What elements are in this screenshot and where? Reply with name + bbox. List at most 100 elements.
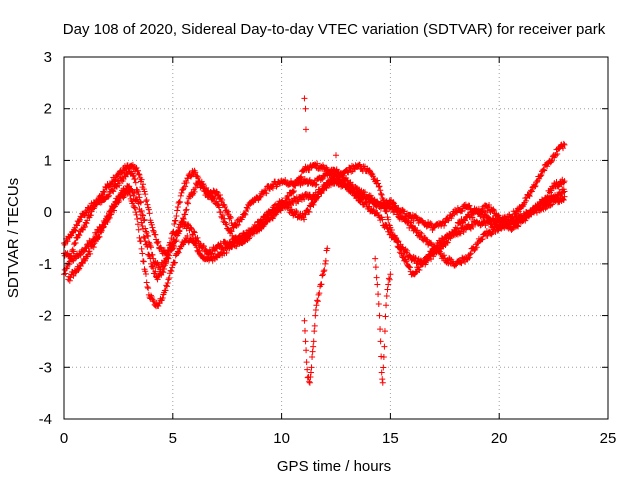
data-point-track-d-2-6 [87,250,94,257]
data-point-dip-2-8-2 [384,286,391,293]
data-point-track-d-12-5 [162,287,169,294]
data-point-track-d-11-4 [155,303,162,310]
data-point-track-d-19-8 [223,249,230,256]
data-point-dip-1-8-1 [311,322,318,329]
data-point-track-a-18-1 [192,169,199,176]
data-point-track-a-35-10 [362,189,369,196]
data-point-track-d-0-2 [66,277,73,284]
data-point-track-b-27-11 [297,174,304,181]
x-tick-label-1: 5 [169,430,177,447]
data-point-track-a-43 [441,219,448,226]
data-point-track-c-34-6 [402,246,409,253]
data-point-track-c-12-2 [171,238,178,245]
data-point-track-d-34-1 [377,187,384,194]
data-point-dip-1-10-2 [314,298,321,305]
data-point-dip-1-12-2 [319,272,326,279]
data-point-dip-2-10 [387,271,394,278]
data-point-track-b-18-10 [211,194,218,201]
data-point-track-d-13-9 [171,259,178,266]
data-point-track-d-35-13 [396,249,403,256]
data-point-track-b-38-11 [417,229,424,236]
data-point-track-d-47-8 [523,214,530,221]
data-point-track-b-43-5 [467,251,474,258]
data-point-track-d-9-7 [144,284,151,291]
data-point-track-c-47-4 [542,205,549,212]
data-point-track-c-39-7 [457,230,464,237]
data-point-track-d-12-7 [163,283,170,290]
data-point-track-d-15-11 [190,239,197,246]
data-point-track-b-9-7 [140,181,147,188]
data-point-track-b-10-7 [146,210,153,217]
data-point-track-d-43-9 [480,208,487,215]
data-point-dip-1-0 [301,317,308,324]
data-point-track-d-1-2 [75,266,82,273]
data-point-track-c-7-5 [138,219,145,226]
data-point-track-c-6-6 [130,192,137,199]
data-point-dip-2-4-1 [379,376,386,383]
data-point-track-a-50-11 [525,192,532,199]
data-point-track-d-35-10 [394,243,401,250]
data-point-track-d-12-8 [164,280,171,287]
data-point-track-a-44-7 [457,208,464,215]
data-point-track-d-8 [132,209,139,216]
data-point-track-d-8-2 [134,215,141,222]
data-point-dip-2-5 [379,379,386,386]
data-point-track-c-7-2 [136,206,143,213]
data-point-track-c-24-2 [290,195,297,202]
data-point-track-b-15-7 [183,206,190,213]
data-point-track-d-14-2 [175,249,182,256]
data-point-track-b-15-9 [185,200,192,207]
data-point-track-d-2-5 [86,248,93,255]
data-point-dip-1-14-1 [322,257,329,264]
data-point-track-b-5-8 [110,188,117,195]
data-point-track-b-8 [128,162,135,169]
data-point-track-d-31-6 [348,168,355,175]
data-point-track-a-22-4 [224,208,231,215]
data-point-track-d-26-5 [293,208,300,215]
data-point-track-b-27-6 [293,180,300,187]
data-point-track-c-9-3 [150,265,157,272]
data-point-track-c-12-6 [174,232,181,239]
data-point-dip-2-0 [372,255,379,262]
data-point-track-a-22-8 [227,214,234,221]
data-point-track-d-38-1 [420,259,427,266]
data-point-track-d-29-6 [326,180,333,187]
data-point-track-d-49-5 [543,195,550,202]
data-point-track-d-0-7 [70,272,77,279]
data-point-track-d-7 [126,188,133,195]
data-point-track-b-27-2 [290,188,297,195]
data-point-track-a-53-3 [552,152,559,159]
data-point-track-b-15-8 [184,199,191,206]
data-point-track-a-26-1 [257,193,264,200]
data-point-dip-2-1-2 [375,300,382,307]
data-point-track-a-16-1 [177,199,184,206]
data-point-track-c-11-2 [162,260,169,267]
data-point-track-d-28-6 [315,193,322,200]
data-point-track-d-4-9 [106,214,113,221]
data-point-track-b-17-5 [199,181,206,188]
data-point-track-d-36-10 [405,263,412,270]
data-point-dip-1-12-1 [318,281,325,288]
data-point-track-d-34-12 [385,216,392,223]
data-point-track-a-31-2 [312,182,319,189]
data-point-track-d-5-9 [115,199,122,206]
data-point-track-c-13-9 [185,221,192,228]
data-point-track-d-1-5 [77,263,84,270]
data-point-track-d-34-5 [380,196,387,203]
data-point-track-b-5-7 [109,187,116,194]
data-point-track-a-51-5 [532,182,539,189]
data-point-track-a-15-7 [174,204,181,211]
data-point-track-b-11-3 [150,227,157,234]
data-point-track-b-10 [141,188,148,195]
data-point-track-c-1-11 [79,249,86,256]
data-point-track-b-20-2 [223,221,230,228]
data-point-track-b-2-6 [82,208,89,215]
data-point-track-a-13-5 [160,263,167,270]
data-point-track-c-8-6 [145,251,152,258]
data-point-track-c-36-14 [430,253,437,260]
data-point-track-c-34-1 [399,245,406,252]
data-point-track-d-33-4 [368,171,375,178]
data-point-track-a-50-14 [528,187,535,194]
data-point-track-b-27-12 [298,173,305,180]
